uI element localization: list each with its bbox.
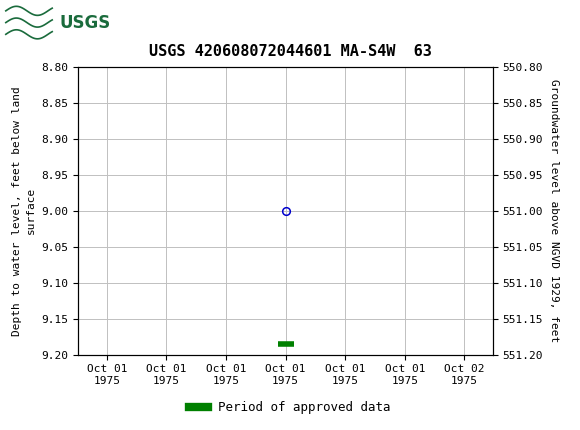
Text: USGS 420608072044601 MA-S4W  63: USGS 420608072044601 MA-S4W 63 — [148, 44, 432, 59]
Text: USGS: USGS — [59, 14, 110, 31]
Y-axis label: Groundwater level above NGVD 1929, feet: Groundwater level above NGVD 1929, feet — [549, 79, 559, 342]
Bar — [3, 3, 119, 43]
Y-axis label: Depth to water level, feet below land
surface: Depth to water level, feet below land su… — [12, 86, 36, 335]
Legend: Period of approved data: Period of approved data — [184, 396, 396, 419]
